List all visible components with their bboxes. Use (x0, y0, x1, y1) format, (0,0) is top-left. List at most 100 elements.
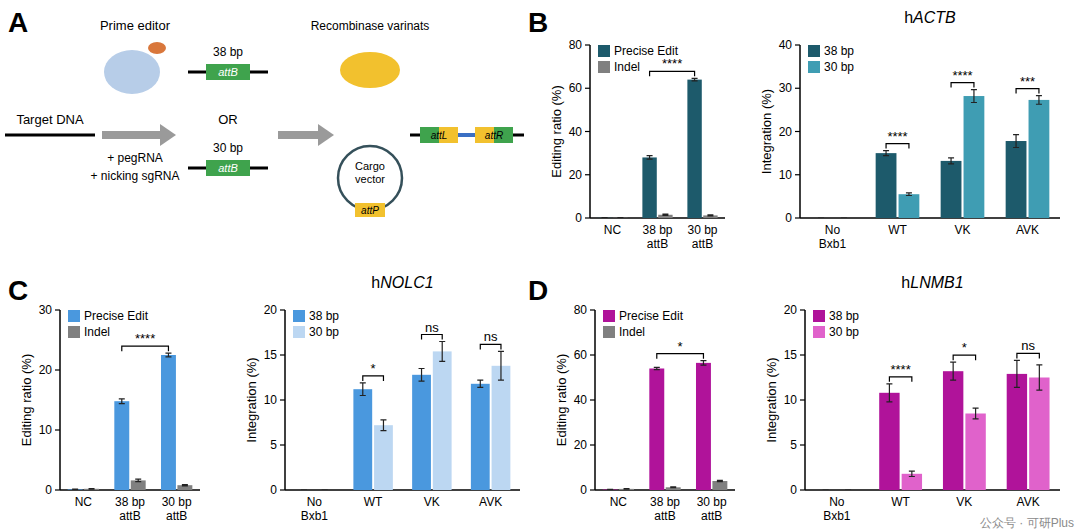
bar (879, 393, 899, 490)
legend-label: 30 bp (824, 60, 854, 74)
y-axis (594, 310, 596, 490)
x-tick-label: AVK (1016, 223, 1039, 237)
legend-label: 30 bp (829, 325, 859, 339)
bar (649, 369, 664, 491)
label-line: Bxb1 (301, 509, 329, 523)
label: Prime editor (100, 18, 171, 33)
label-line: attB (654, 509, 675, 523)
y-tick-label: 0 (270, 483, 277, 497)
legend-swatch (813, 310, 825, 322)
label: attB (218, 66, 238, 78)
y-axis-title: Editing ratio (%) (549, 85, 564, 177)
label: Target DNA (16, 112, 84, 127)
label: attL (431, 130, 448, 141)
bar (965, 414, 985, 491)
label-line: NC (75, 495, 93, 509)
significance: **** (122, 331, 169, 351)
error-bar (602, 217, 608, 218)
bracket (650, 71, 695, 76)
title-part: NOLC1 (380, 274, 433, 291)
bar (941, 161, 962, 218)
y-tick-label: 20 (39, 363, 53, 377)
label-line: WT (364, 495, 383, 509)
y-tick-label: 10 (779, 168, 793, 182)
label-line: VK (956, 495, 972, 509)
x-tick-label: VK (956, 495, 972, 509)
bar (114, 401, 129, 490)
legend-label: 30 bp (309, 325, 339, 339)
bar (1029, 378, 1049, 491)
bracket (886, 144, 909, 149)
legend-swatch (598, 61, 610, 73)
error-bar (72, 489, 78, 490)
bar (433, 351, 452, 490)
bar (658, 215, 672, 218)
bracket (1017, 353, 1039, 358)
bar (838, 490, 858, 491)
bar (696, 363, 711, 490)
marks (301, 342, 510, 491)
label-line: attB (647, 237, 668, 251)
label: attR (485, 130, 503, 141)
label-line: No (307, 495, 323, 509)
label: Cargovector (355, 160, 385, 185)
error-bar (380, 420, 386, 431)
label-line: Cargo (355, 160, 385, 172)
legend: Precise EditIndel (603, 309, 684, 339)
bar (613, 217, 627, 218)
x-tick-label: 38 bpattB (642, 223, 672, 251)
title-part: h (371, 274, 380, 291)
error-bar (717, 480, 723, 481)
error-bar (624, 488, 630, 490)
bar (471, 384, 490, 490)
error-bar (883, 151, 889, 156)
bar (492, 366, 511, 490)
label-line: 30 bp (687, 223, 717, 237)
error-bar (886, 384, 892, 402)
bracket (889, 377, 911, 382)
chart: hNOLC105101520Integration (%)NoBxb1WTVKA… (244, 274, 520, 523)
label-line: VK (424, 495, 440, 509)
marks (68, 353, 193, 490)
bar (295, 490, 314, 491)
bar (687, 80, 701, 218)
significance-label: **** (952, 68, 972, 83)
label: OR (218, 112, 238, 127)
label-line: attB (166, 509, 187, 523)
y-ticks: 05101520 (264, 303, 285, 497)
bar (84, 489, 99, 490)
y-tick-label: 10 (264, 393, 278, 407)
diagram: ATarget DNAPrime editor+ pegRNA+ nicking… (5, 7, 524, 217)
significance-label: **** (891, 362, 911, 377)
error-bar (973, 408, 979, 419)
y-tick-label: 10 (784, 393, 798, 407)
error-bar (301, 489, 307, 490)
x-tick-label: 30 bpattB (162, 495, 192, 523)
legend-swatch (68, 326, 80, 338)
label: + nicking sgRNA (90, 169, 179, 183)
y-axis (804, 310, 806, 490)
error-bar (654, 367, 660, 369)
chart: B020406080Editing ratio (%)NC38 bpattB30… (528, 7, 725, 251)
marks (818, 90, 1049, 218)
x-tick-label: VK (424, 495, 440, 509)
y-tick-label: 40 (574, 393, 588, 407)
prime-editor (104, 50, 160, 94)
title-part: LNMB1 (910, 274, 963, 291)
significance-label: ns (1021, 338, 1035, 353)
error-bar (360, 383, 366, 396)
chart: hACTB010203040Integration (%)NoBxb1WTVKA… (759, 9, 1060, 251)
y-ticks: 020406080 (574, 303, 595, 497)
x-tick-label: AVK (1017, 495, 1040, 509)
label-line: AVK (1017, 495, 1040, 509)
cargo-vector (338, 146, 402, 210)
y-tick-label: 0 (45, 483, 52, 497)
y-tick-label: 30 (779, 81, 793, 95)
recombinase (340, 52, 400, 88)
y-axis-title: Editing ratio (%) (19, 354, 34, 446)
label-line: Bxb1 (819, 237, 847, 251)
significance: *********** (886, 68, 1039, 149)
label: 38 bp (213, 45, 243, 59)
error-bar (607, 489, 613, 490)
error-bar (477, 380, 483, 387)
